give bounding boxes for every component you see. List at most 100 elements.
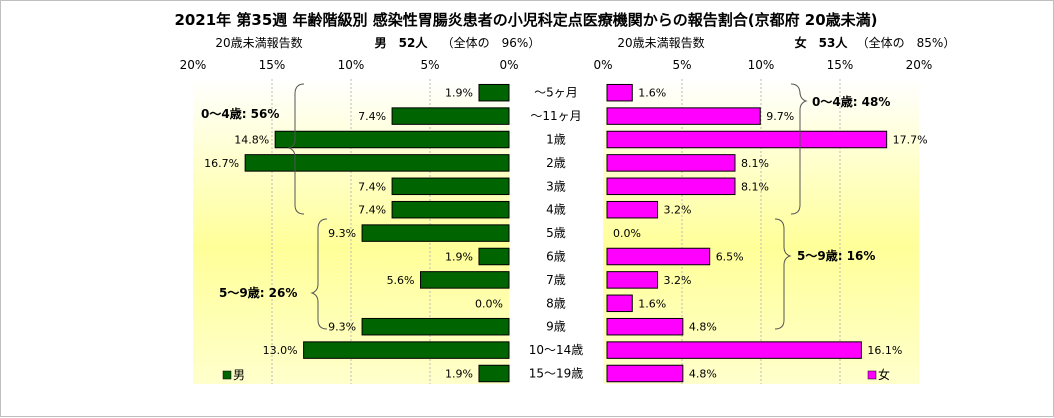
category-label: 6歳	[546, 250, 566, 264]
category-label: 4歳	[546, 203, 566, 217]
female-value-label: 4.8%	[689, 368, 717, 381]
female-bar	[606, 130, 888, 149]
male-value-labels: 1.9%7.4%14.8%16.7%7.4%7.4%9.3%1.9%5.6%0.…	[204, 87, 503, 381]
female-bar	[606, 317, 684, 336]
male-value-label: 0.0%	[475, 297, 503, 310]
category-label: 9歳	[546, 320, 566, 334]
category-labels: ～5ヶ月 ～11ヶ月 1歳 2歳 3歳 4歳 5歳 6歳 7歳 8歳 9歳 10～14歳 15～19歳	[529, 86, 584, 381]
female-value-label: 3.2%	[664, 204, 692, 217]
male-bar	[303, 341, 510, 359]
male-tick-label: 15%	[259, 58, 286, 72]
female-bar	[606, 341, 862, 359]
category-label: 2歳	[546, 156, 566, 170]
female-legend-label: 女	[878, 367, 890, 382]
male-bar	[391, 200, 510, 219]
female-tick-label: 20%	[906, 58, 933, 72]
female-value-label: 0.0%	[613, 227, 641, 240]
male-bar	[420, 271, 510, 289]
male-tick-label: 0%	[499, 58, 518, 72]
male-value-label: 5.6%	[387, 274, 415, 287]
female-bar	[606, 200, 659, 219]
male-tick-label: 10%	[338, 58, 365, 72]
male-bar	[361, 317, 510, 336]
female-value-label: 3.2%	[664, 274, 692, 287]
female-tick-label: 0%	[593, 58, 612, 72]
female-value-label: 9.7%	[766, 110, 794, 123]
female-tick-label: 10%	[748, 58, 775, 72]
female-axis-ticks: 0% 5% 10% 15% 20%	[593, 58, 932, 72]
female-bar	[606, 271, 659, 289]
female-value-labels: 1.6% 9.7% 17.7% 8.1% 8.1% 3.2% 0.0% 6.5% 3.2% 1.6…	[613, 87, 928, 381]
male-brace-5-9	[310, 218, 328, 330]
male-bar	[478, 247, 510, 266]
male-value-label: 9.3%	[328, 321, 356, 334]
female-bar	[606, 107, 761, 125]
male-group-label-0-4: 0～4歳: 56%	[201, 106, 279, 121]
male-value-label: 7.4%	[358, 110, 386, 123]
category-label: 7歳	[546, 273, 566, 287]
female-bar	[606, 294, 633, 313]
female-value-label: 1.6%	[638, 297, 666, 310]
male-value-label: 7.4%	[358, 204, 386, 217]
category-label: 15～19歳	[529, 367, 584, 381]
male-legend-label: 男	[233, 368, 245, 382]
female-value-label: 6.5%	[716, 251, 744, 264]
male-value-label: 16.7%	[204, 157, 239, 170]
male-group-label-5-9: 5～9歳: 26%	[219, 285, 297, 300]
female-value-label: 8.1%	[741, 180, 769, 193]
female-bars	[606, 83, 888, 383]
male-bar	[244, 154, 510, 172]
female-brace-0-4	[790, 83, 808, 215]
category-label: ～11ヶ月	[530, 109, 581, 123]
male-bar	[391, 177, 510, 196]
female-bar	[606, 83, 633, 102]
category-label: 8歳	[546, 296, 566, 310]
male-value-label: 13.0%	[263, 344, 298, 357]
male-bar	[274, 130, 510, 149]
female-value-label: 1.6%	[638, 87, 666, 100]
category-label: 10～14歳	[529, 343, 584, 357]
female-header-label: 20歳未満報告数	[617, 35, 704, 50]
male-axis-ticks: 0% 5% 10% 15% 20%	[180, 58, 519, 72]
male-value-label: 1.9%	[445, 87, 473, 100]
male-value-label: 1.9%	[445, 368, 473, 381]
male-header-count: 男 52人	[375, 35, 429, 50]
female-bar	[606, 364, 684, 383]
female-value-label: 4.8%	[689, 321, 717, 334]
male-brace-0-4	[287, 83, 305, 215]
female-gridlines	[681, 79, 841, 384]
female-tick-label: 5%	[672, 58, 691, 72]
category-label: 3歳	[546, 179, 566, 193]
male-bars	[244, 83, 510, 383]
female-group-label-0-4: 0～4歳: 48%	[812, 94, 890, 109]
male-bar	[361, 224, 510, 242]
male-header-label: 20歳未満報告数	[215, 35, 302, 50]
female-group-label-5-9: 5～9歳: 16%	[797, 248, 875, 263]
male-bar	[478, 83, 510, 102]
female-bar	[606, 177, 736, 196]
male-value-label: 1.9%	[445, 251, 473, 264]
female-value-label: 16.1%	[867, 344, 902, 357]
male-bar	[391, 107, 510, 125]
male-value-label: 7.4%	[358, 180, 386, 193]
female-bar	[606, 247, 711, 266]
female-header-share: （全体の 85%）	[857, 35, 956, 50]
male-tick-label: 5%	[420, 58, 439, 72]
male-tick-label: 20%	[180, 58, 207, 72]
category-label: ～5ヶ月	[534, 86, 578, 100]
male-bar	[478, 364, 510, 383]
female-bar	[606, 154, 736, 172]
female-legend-swatch	[867, 370, 877, 380]
female-header-count: 女 53人	[795, 35, 849, 50]
female-tick-label: 15%	[827, 58, 854, 72]
male-value-label: 14.8%	[234, 134, 269, 147]
category-label: 1歳	[546, 133, 566, 147]
female-brace-5-9	[774, 218, 792, 330]
chart-title: 2021年 第35週 年齢階級別 感染性胃腸炎患者の小児科定点医療機関からの報告…	[174, 11, 877, 29]
male-value-label: 9.3%	[328, 227, 356, 240]
male-legend-swatch	[222, 370, 232, 380]
male-header-share: （全体の 96%）	[442, 35, 541, 50]
female-value-label: 17.7%	[893, 134, 928, 147]
